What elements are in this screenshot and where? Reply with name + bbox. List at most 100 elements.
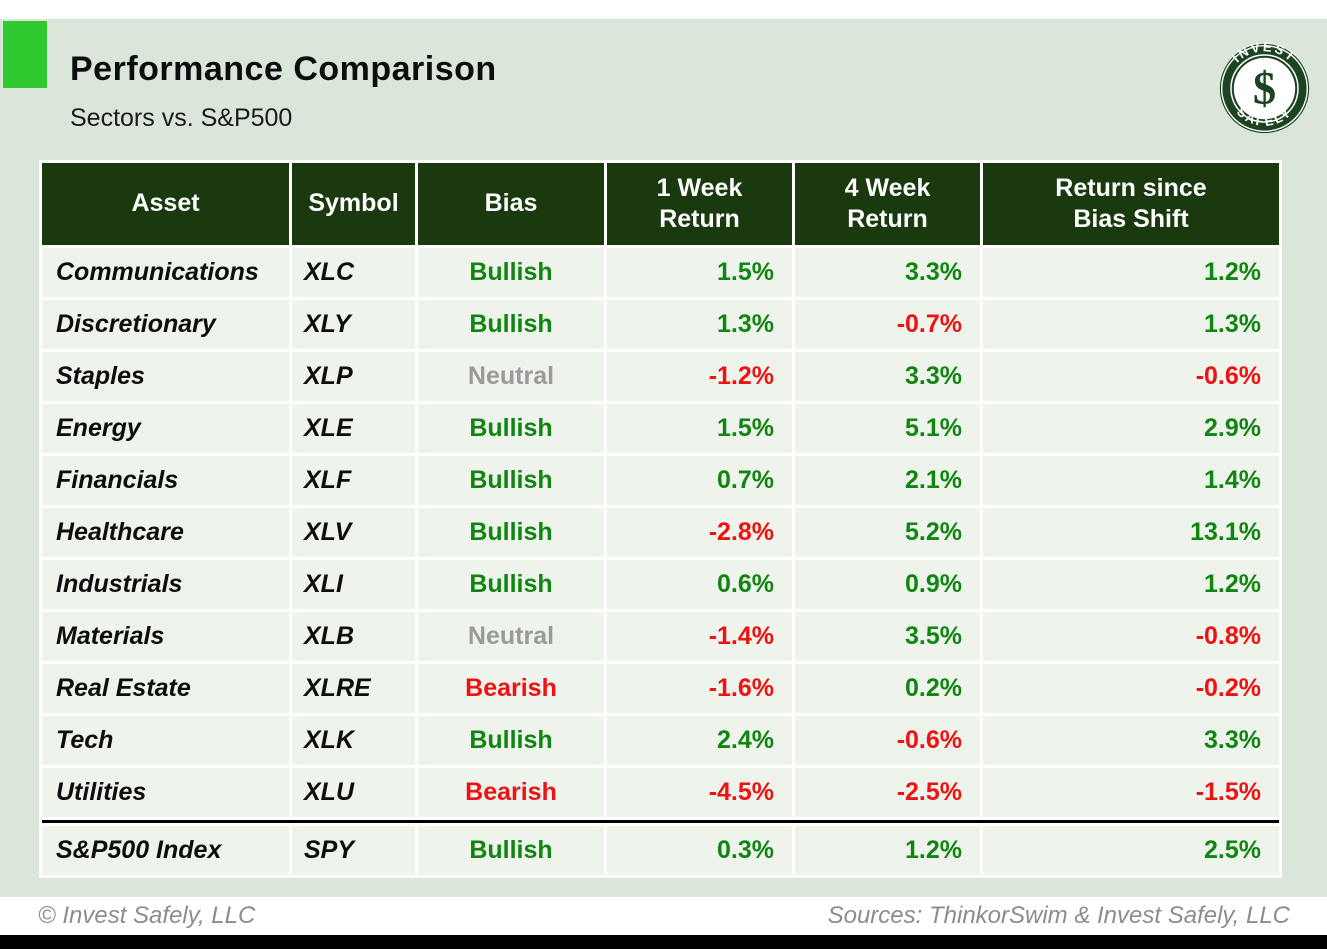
table-row: Utilities XLU Bearish -4.5% -2.5% -1.5% <box>42 768 1279 817</box>
table-row: Communications XLC Bullish 1.5% 3.3% 1.2% <box>42 248 1279 297</box>
table-body: Communications XLC Bullish 1.5% 3.3% 1.2% Disc… <box>42 248 1279 875</box>
cell-asset: Industrials <box>42 560 289 609</box>
cell-symbol: XLB <box>292 612 415 661</box>
cell-1week-return: -1.2% <box>607 352 792 401</box>
cell-symbol: XLRE <box>292 664 415 713</box>
cell-asset: Energy <box>42 404 289 453</box>
sources-text: Sources: ThinkorSwim & Invest Safely, LL… <box>827 902 1290 929</box>
cell-4week-return: 5.2% <box>795 508 980 557</box>
cell-4week-return: -0.7% <box>795 300 980 349</box>
cell-bias: Bullish <box>418 456 604 505</box>
column-header-1: Symbol <box>292 163 415 245</box>
cell-4week-return: 3.3% <box>795 352 980 401</box>
cell-1week-return: 0.7% <box>607 456 792 505</box>
cell-asset: Tech <box>42 716 289 765</box>
cell-bias: Bullish <box>418 300 604 349</box>
cell-asset: Utilities <box>42 768 289 817</box>
table-header-row: Asset Symbol Bias 1 Week Return 4 Week Retur… <box>42 163 1279 245</box>
cell-4week-return: 3.3% <box>795 248 980 297</box>
cell-symbol: XLU <box>292 768 415 817</box>
cell-symbol: XLE <box>292 404 415 453</box>
column-header-5: Return since Bias Shift <box>983 163 1279 245</box>
cell-bias: Bullish <box>418 560 604 609</box>
cell-bias: Bullish <box>418 826 604 875</box>
cell-symbol: XLK <box>292 716 415 765</box>
cell-1week-return: -1.4% <box>607 612 792 661</box>
cell-1week-return: 2.4% <box>607 716 792 765</box>
cell-asset: S&P500 Index <box>42 826 289 875</box>
table-row: Financials XLF Bullish 0.7% 2.1% 1.4% <box>42 456 1279 505</box>
bottom-bar <box>0 935 1327 949</box>
table-row: Real Estate XLRE Bearish -1.6% 0.2% -0.2% <box>42 664 1279 713</box>
cell-symbol: XLF <box>292 456 415 505</box>
table-row: Materials XLB Neutral -1.4% 3.5% -0.8% <box>42 612 1279 661</box>
cell-4week-return: 2.1% <box>795 456 980 505</box>
column-header-3: 1 Week Return <box>607 163 792 245</box>
cell-symbol: XLV <box>292 508 415 557</box>
table-row: Industrials XLI Bullish 0.6% 0.9% 1.2% <box>42 560 1279 609</box>
cell-symbol: SPY <box>292 826 415 875</box>
column-header-2: Bias <box>418 163 604 245</box>
cell-4week-return: -0.6% <box>795 716 980 765</box>
cell-asset: Financials <box>42 456 289 505</box>
cell-bias: Bearish <box>418 768 604 817</box>
cell-bias: Neutral <box>418 352 604 401</box>
cell-return-since-bias-shift: 1.2% <box>983 248 1279 297</box>
cell-4week-return: 0.9% <box>795 560 980 609</box>
cell-symbol: XLP <box>292 352 415 401</box>
cell-return-since-bias-shift: 3.3% <box>983 716 1279 765</box>
cell-1week-return: 0.3% <box>607 826 792 875</box>
cell-symbol: XLY <box>292 300 415 349</box>
cell-return-since-bias-shift: 1.4% <box>983 456 1279 505</box>
cell-asset: Materials <box>42 612 289 661</box>
cell-1week-return: 1.5% <box>607 404 792 453</box>
accent-square <box>3 21 47 88</box>
cell-4week-return: 3.5% <box>795 612 980 661</box>
table-row: S&P500 Index SPY Bullish 0.3% 1.2% 2.5% <box>42 826 1279 875</box>
cell-bias: Bullish <box>418 508 604 557</box>
cell-asset: Healthcare <box>42 508 289 557</box>
logo-dollar-monogram: $ <box>1253 63 1276 114</box>
cell-return-since-bias-shift: 1.2% <box>983 560 1279 609</box>
cell-1week-return: -1.6% <box>607 664 792 713</box>
cell-return-since-bias-shift: 2.5% <box>983 826 1279 875</box>
cell-1week-return: 1.3% <box>607 300 792 349</box>
page-title: Performance Comparison <box>70 50 497 88</box>
page-subtitle: Sectors vs. S&P500 <box>70 104 293 132</box>
table-row: Healthcare XLV Bullish -2.8% 5.2% 13.1% <box>42 508 1279 557</box>
cell-return-since-bias-shift: 13.1% <box>983 508 1279 557</box>
spy-divider-line <box>42 820 1279 823</box>
table-row: Tech XLK Bullish 2.4% -0.6% 3.3% <box>42 716 1279 765</box>
cell-1week-return: 0.6% <box>607 560 792 609</box>
cell-symbol: XLI <box>292 560 415 609</box>
cell-bias: Bullish <box>418 248 604 297</box>
cell-bias: Bullish <box>418 404 604 453</box>
cell-return-since-bias-shift: -0.6% <box>983 352 1279 401</box>
performance-table: Asset Symbol Bias 1 Week Return 4 Week Retur… <box>39 160 1282 878</box>
cell-asset: Real Estate <box>42 664 289 713</box>
cell-4week-return: 0.2% <box>795 664 980 713</box>
performance-table-wrapper: Asset Symbol Bias 1 Week Return 4 Week Retur… <box>39 160 1282 878</box>
cell-bias: Bullish <box>418 716 604 765</box>
column-header-4: 4 Week Return <box>795 163 980 245</box>
cell-bias: Bearish <box>418 664 604 713</box>
cell-return-since-bias-shift: 1.3% <box>983 300 1279 349</box>
cell-1week-return: -2.8% <box>607 508 792 557</box>
invest-safely-logo-icon: INVEST SAFELY $ <box>1219 42 1310 134</box>
table-row: Staples XLP Neutral -1.2% 3.3% -0.6% <box>42 352 1279 401</box>
table-row: Energy XLE Bullish 1.5% 5.1% 2.9% <box>42 404 1279 453</box>
cell-4week-return: -2.5% <box>795 768 980 817</box>
cell-asset: Discretionary <box>42 300 289 349</box>
cell-4week-return: 5.1% <box>795 404 980 453</box>
cell-asset: Communications <box>42 248 289 297</box>
copyright-text: © Invest Safely, LLC <box>38 902 256 929</box>
cell-symbol: XLC <box>292 248 415 297</box>
table-row: Discretionary XLY Bullish 1.3% -0.7% 1.3% <box>42 300 1279 349</box>
cell-return-since-bias-shift: 2.9% <box>983 404 1279 453</box>
cell-return-since-bias-shift: -0.8% <box>983 612 1279 661</box>
cell-return-since-bias-shift: -0.2% <box>983 664 1279 713</box>
cell-1week-return: 1.5% <box>607 248 792 297</box>
cell-asset: Staples <box>42 352 289 401</box>
column-header-0: Asset <box>42 163 289 245</box>
cell-4week-return: 1.2% <box>795 826 980 875</box>
